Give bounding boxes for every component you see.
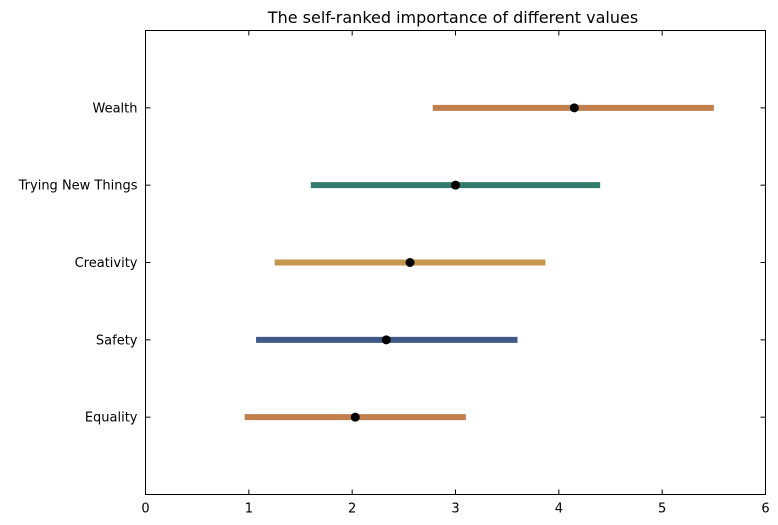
mean-point-safety bbox=[381, 335, 391, 345]
x-tick-label: 0 bbox=[141, 502, 149, 517]
x-tick-label: 5 bbox=[658, 502, 666, 517]
mean-point-wealth bbox=[569, 103, 579, 113]
x-tick-label: 4 bbox=[555, 502, 563, 517]
tick-labels-layer: Equality Safety Creativity Trying New Thing… bbox=[18, 101, 770, 516]
mean-point-trying-new-things bbox=[451, 180, 460, 190]
x-tick-label: 6 bbox=[761, 502, 769, 517]
mean-point-equality bbox=[350, 412, 360, 422]
y-tick-label-safety: Safety bbox=[96, 333, 138, 348]
x-tick-label: 2 bbox=[348, 502, 356, 517]
y-tick-label-creativity: Creativity bbox=[75, 256, 138, 271]
x-tick-label: 3 bbox=[451, 502, 459, 517]
y-tick-label-trying-new-things: Trying New Things bbox=[18, 179, 138, 194]
y-tick-label-wealth: Wealth bbox=[92, 101, 137, 116]
bars-layer bbox=[244, 104, 714, 421]
ticks-layer bbox=[145, 30, 766, 495]
points-layer bbox=[350, 103, 579, 422]
y-tick-label-equality: Equality bbox=[85, 411, 138, 426]
chart-title: The self-ranked importance of different … bbox=[267, 8, 638, 27]
x-tick-label: 1 bbox=[245, 502, 253, 517]
mean-point-creativity bbox=[405, 258, 415, 267]
